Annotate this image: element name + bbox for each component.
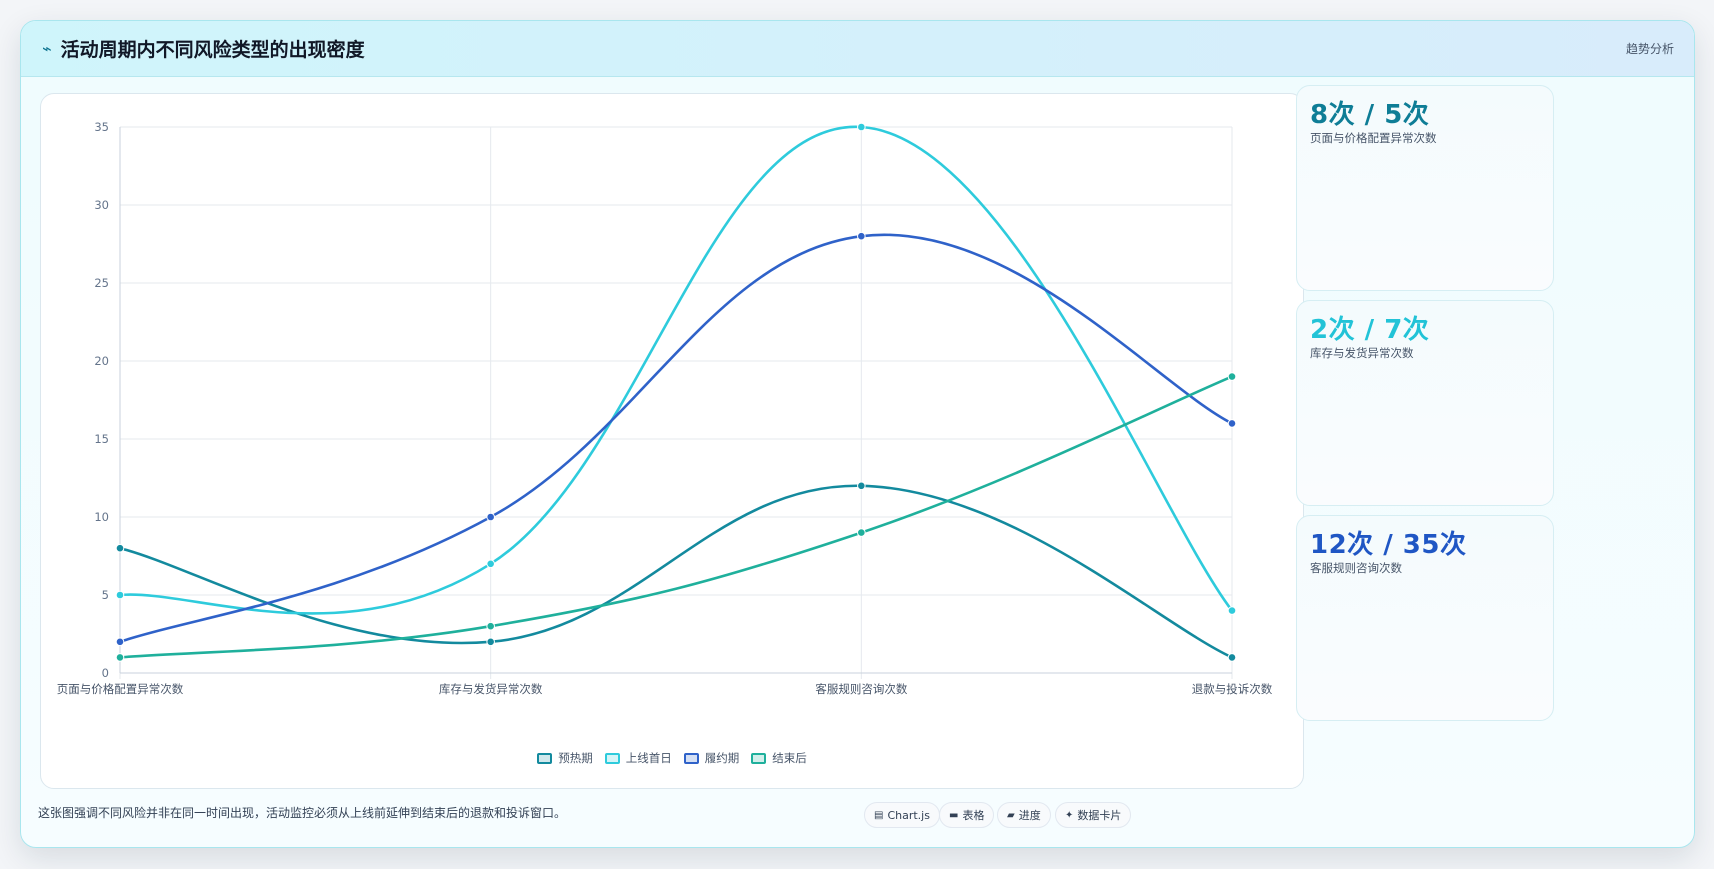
x-tick-label: 库存与发货异常次数	[439, 682, 543, 696]
y-tick-label: 35	[94, 120, 109, 134]
y-tick-label: 5	[102, 588, 109, 602]
chart-card: ⌁ 活动周期内不同风险类型的出现密度 趋势分析 0 5 10 15 20 25 30 35 页面…	[20, 20, 1695, 848]
y-tick-label: 0	[102, 666, 109, 680]
chart-panel: 0 5 10 15 20 25 30 35 页面与价格配置异常次数 库存与发货异常次数 客服规则咨询…	[40, 93, 1304, 789]
legend-swatch	[683, 752, 699, 764]
data-point	[857, 122, 866, 132]
legend-swatch	[751, 752, 767, 764]
stat-card-inventory: 2次 / 7次 库存与发货异常次数	[1296, 300, 1554, 506]
chip-data-card[interactable]: ✦ 数据卡片	[1055, 802, 1132, 828]
header-tag: 趋势分析	[1625, 42, 1674, 56]
stat-value: 8次 / 5次	[1310, 100, 1430, 130]
data-point	[486, 621, 495, 631]
chip-label: Chart.js	[887, 808, 930, 822]
chip-label: 表格	[962, 809, 985, 822]
card-header: ⌁ 活动周期内不同风险类型的出现密度 趋势分析	[21, 21, 1694, 77]
footnote: 这张图强调不同风险并非在同一时间出现，活动监控必须从上线前延伸到结束后的退款和投…	[38, 806, 567, 820]
data-point	[1227, 606, 1237, 615]
chip-label: 进度	[1018, 809, 1041, 822]
data-point	[857, 481, 866, 491]
chip-table[interactable]: ▬ 表格	[939, 802, 995, 828]
series-line-2	[118, 125, 1234, 615]
stat-label: 客服规则咨询次数	[1310, 561, 1402, 575]
y-tick-label: 25	[94, 276, 109, 290]
legend-item[interactable]: 结束后	[751, 750, 807, 766]
stat-card-page-price: 8次 / 5次 页面与价格配置异常次数	[1296, 85, 1554, 291]
progress-icon: ▰	[1007, 809, 1015, 821]
data-point	[486, 559, 495, 569]
card-icon: ✦	[1065, 809, 1074, 821]
table-icon: ▬	[949, 809, 959, 821]
legend-swatch	[537, 752, 553, 764]
trend-icon: ⌁	[42, 39, 52, 58]
data-point	[857, 528, 866, 537]
y-tick-label: 10	[94, 510, 109, 524]
legend-label: 预热期	[558, 751, 593, 765]
legend-item[interactable]: 预热期	[537, 750, 593, 766]
y-tick-label: 20	[94, 354, 109, 368]
x-tick-label: 页面与价格配置异常次数	[57, 682, 184, 696]
chip-label: 数据卡片	[1077, 809, 1122, 822]
data-point	[1227, 653, 1237, 662]
chart-legend: 预热期 上线首日 履约期 结束后	[41, 750, 1303, 766]
data-point	[857, 231, 866, 241]
data-point	[486, 637, 495, 647]
page-title: 活动周期内不同风险类型的出现密度	[60, 39, 365, 61]
series-line-4	[118, 375, 1234, 659]
chip-chartjs[interactable]: ▤ Chart.js	[864, 802, 940, 828]
data-point	[1227, 372, 1237, 381]
data-point	[1227, 419, 1237, 428]
legend-item[interactable]: 履约期	[683, 750, 740, 766]
chip-progress[interactable]: ▰ 进度	[997, 802, 1051, 828]
legend-item[interactable]: 上线首日	[604, 750, 672, 766]
y-tick-label: 30	[94, 198, 109, 212]
data-point	[115, 637, 125, 647]
stat-label: 库存与发货异常次数	[1310, 346, 1414, 360]
legend-label: 履约期	[704, 751, 740, 765]
data-point	[115, 543, 125, 553]
data-point	[486, 512, 495, 522]
stat-card-service: 12次 / 35次 客服规则咨询次数	[1296, 515, 1554, 721]
legend-label: 结束后	[772, 751, 807, 765]
stat-value: 2次 / 7次	[1310, 315, 1430, 345]
chart-icon: ▤	[874, 809, 884, 821]
legend-label: 上线首日	[625, 751, 672, 765]
data-point	[115, 590, 125, 600]
series-line-3	[118, 233, 1234, 644]
x-tick-label: 客服规则咨询次数	[815, 682, 907, 696]
series-line-1	[118, 484, 1234, 659]
line-chart: 0 5 10 15 20 25 30 35 页面与价格配置异常次数 库存与发货异常次数 客服规则咨询…	[57, 120, 1273, 696]
legend-swatch	[604, 752, 620, 764]
y-tick-label: 15	[94, 432, 109, 446]
stat-label: 页面与价格配置异常次数	[1310, 131, 1437, 145]
stat-value: 12次 / 35次	[1310, 530, 1467, 560]
data-point	[115, 653, 125, 662]
x-tick-label: 退款与投诉次数	[1192, 682, 1273, 696]
